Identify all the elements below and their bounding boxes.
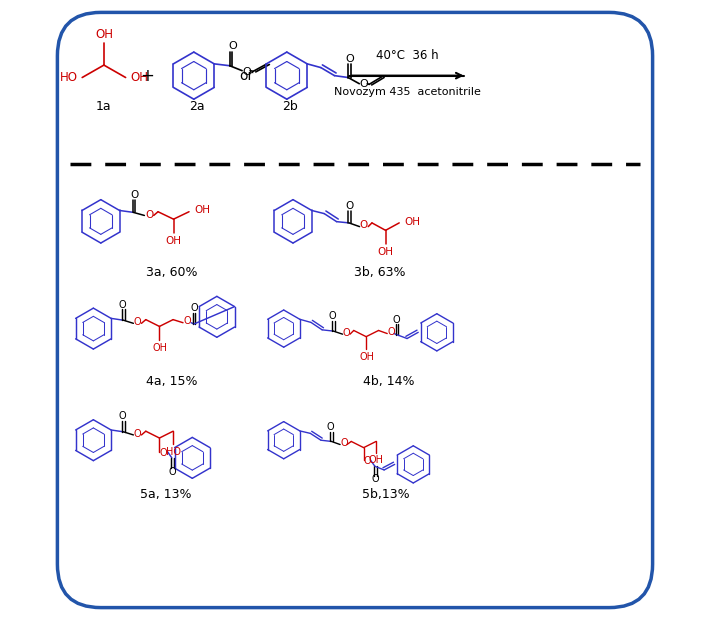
Text: O: O	[393, 315, 400, 325]
Text: 2b: 2b	[282, 100, 297, 113]
Text: O: O	[134, 317, 141, 327]
Text: or: or	[239, 69, 253, 82]
Text: 5b,13%: 5b,13%	[362, 489, 410, 501]
Text: OH: OH	[195, 205, 211, 216]
Text: O: O	[229, 41, 237, 51]
Text: O: O	[364, 456, 371, 466]
Text: O: O	[146, 210, 153, 220]
Text: +: +	[141, 66, 154, 85]
Text: 3b, 63%: 3b, 63%	[354, 266, 405, 278]
Text: O: O	[169, 466, 176, 477]
Text: 4b, 14%: 4b, 14%	[364, 375, 415, 388]
Text: O: O	[360, 220, 368, 231]
Text: 5a, 13%: 5a, 13%	[140, 489, 192, 501]
Text: OH: OH	[360, 352, 375, 361]
Text: 3a, 60%: 3a, 60%	[146, 266, 198, 278]
Text: O: O	[342, 328, 350, 338]
Text: HO: HO	[165, 446, 180, 457]
Text: O: O	[160, 448, 168, 458]
Text: HO: HO	[60, 71, 77, 84]
Text: Novozym 435  acetonitrile: Novozym 435 acetonitrile	[334, 87, 481, 97]
Text: O: O	[242, 67, 251, 77]
Text: OH: OH	[130, 71, 148, 84]
Text: O: O	[340, 438, 348, 448]
Text: O: O	[119, 411, 126, 422]
Text: O: O	[119, 299, 126, 310]
Text: OH: OH	[368, 455, 383, 465]
Text: 4a, 15%: 4a, 15%	[146, 375, 198, 388]
Text: O: O	[329, 311, 337, 321]
Text: O: O	[371, 474, 379, 484]
Text: 1a: 1a	[96, 100, 111, 113]
Text: OH: OH	[165, 236, 182, 246]
Text: O: O	[346, 54, 354, 64]
FancyBboxPatch shape	[58, 12, 652, 608]
Text: OH: OH	[153, 342, 168, 353]
Text: O: O	[327, 422, 334, 432]
Text: O: O	[134, 428, 141, 439]
Text: O: O	[346, 201, 354, 211]
Text: O: O	[131, 190, 138, 200]
Text: OH: OH	[404, 216, 420, 227]
Text: O: O	[183, 316, 191, 327]
Text: O: O	[191, 303, 199, 314]
Text: 40°C  36 h: 40°C 36 h	[376, 49, 439, 61]
Text: OH: OH	[378, 247, 393, 257]
Text: O: O	[359, 79, 368, 89]
Text: 2a: 2a	[189, 100, 204, 113]
Text: OH: OH	[95, 28, 113, 40]
Text: O: O	[387, 327, 395, 337]
